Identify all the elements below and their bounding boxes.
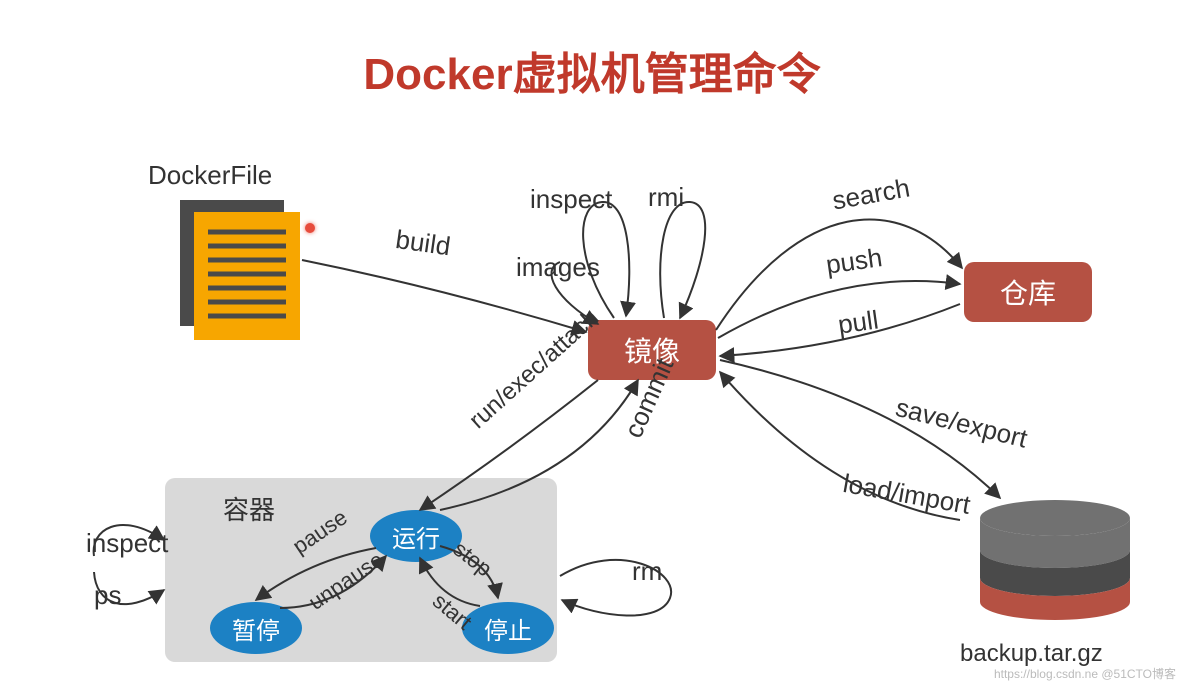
edge-label-inspect2: inspect — [86, 528, 168, 559]
edge-label-images: images — [516, 252, 600, 283]
database-icon — [980, 500, 1130, 620]
pointer-dot — [305, 223, 315, 233]
edge-label-build: build — [394, 224, 453, 262]
dockerfile-icon — [180, 200, 300, 340]
edge-label-push: push — [824, 242, 884, 281]
node-stopped: 停止 — [462, 602, 554, 654]
edge-label-ps: ps — [94, 580, 121, 611]
edge-label-pull: pull — [836, 304, 880, 340]
edge-label-rmi: rmi — [648, 182, 684, 213]
edge-label-loadimport: load/import — [841, 468, 973, 521]
node-repo-label: 仓库 — [1000, 272, 1056, 312]
node-repo: 仓库 — [964, 262, 1092, 322]
watermark: https://blog.csdn.ne @51CTO博客 — [994, 665, 1176, 682]
node-paused: 暂停 — [210, 602, 302, 654]
edge-label-search: search — [830, 172, 912, 216]
node-paused-label: 暂停 — [232, 611, 280, 646]
node-running-label: 运行 — [392, 519, 440, 554]
dockerfile-label: DockerFile — [148, 160, 272, 191]
page-title: Docker虚拟机管理命令 — [0, 38, 1184, 102]
backup-label: backup.tar.gz — [960, 640, 1103, 668]
edge-label-runexec: run/exec/attach — [464, 304, 605, 435]
edge-label-saveexport: save/export — [893, 392, 1031, 455]
edge-label-inspect1: inspect — [530, 184, 612, 215]
edge-label-rm: rm — [632, 556, 662, 587]
container-label: 容器 — [223, 490, 275, 527]
node-stopped-label: 停止 — [484, 611, 532, 646]
